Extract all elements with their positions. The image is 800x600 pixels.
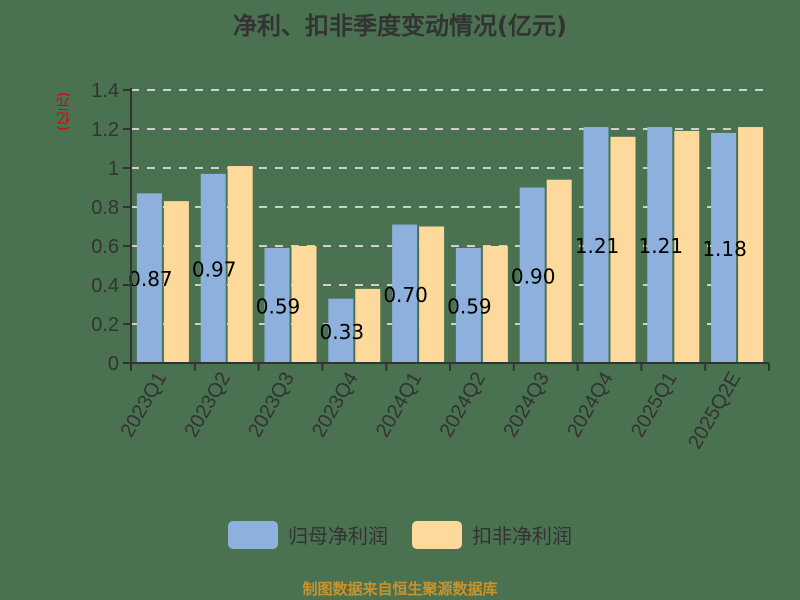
legend-swatch-deducted-profit	[412, 520, 462, 549]
x-tick-label: 2024Q1	[372, 369, 427, 442]
bar-net-profit	[328, 298, 354, 363]
x-tick-label: 2023Q3	[244, 369, 299, 442]
legend: 归母净利润 扣非净利润	[0, 520, 800, 549]
data-label: 0.90	[511, 264, 556, 288]
legend-item-deducted-profit[interactable]: 扣非净利润	[412, 520, 572, 549]
bar-net-profit	[647, 127, 673, 363]
source-footer: 制图数据来自恒生聚源数据库	[302, 580, 498, 598]
chart-title: 净利、扣非季度变动情况(亿元)	[233, 12, 567, 40]
x-tick-label: 2024Q2	[436, 369, 491, 442]
y-tick-label: 1	[108, 158, 119, 180]
y-tick-label: 0.4	[91, 275, 119, 297]
x-tick-label: 2024Q4	[563, 369, 618, 442]
legend-label-deducted-profit: 扣非净利润	[472, 524, 572, 548]
bar-net-profit	[711, 132, 737, 363]
x-tick-label: 2023Q1	[117, 369, 172, 442]
bar-net-profit	[200, 173, 226, 363]
x-tick-label: 2025Q2E	[684, 369, 745, 453]
legend-item-net-profit[interactable]: 归母净利润	[228, 520, 388, 549]
bar-net-profit	[583, 127, 609, 363]
data-label: 1.21	[575, 234, 620, 258]
bar-net-profit	[136, 193, 162, 363]
x-tick-label: 2024Q3	[499, 369, 554, 442]
bar-deducted-profit	[291, 246, 317, 363]
bar-deducted-profit	[610, 136, 636, 363]
bar-deducted-profit	[738, 127, 764, 363]
legend-swatch-net-profit	[228, 520, 278, 549]
x-tick-label: 2023Q2	[180, 369, 235, 442]
bar-deducted-profit	[227, 166, 253, 363]
data-label: 0.97	[192, 257, 237, 281]
data-label: 0.87	[128, 267, 173, 291]
y-tick-label: 0.6	[91, 236, 119, 258]
bar-deducted-profit	[419, 226, 445, 363]
bar-net-profit	[519, 187, 545, 363]
bar-net-profit	[264, 247, 290, 363]
bar-net-profit	[455, 247, 481, 363]
bar-deducted-profit	[355, 288, 381, 363]
data-label: 0.33	[320, 320, 365, 344]
legend-label-net-profit: 归母净利润	[288, 524, 388, 548]
y-tick-label: 1.2	[91, 119, 119, 141]
data-label: 0.59	[447, 294, 492, 318]
y-tick-label: 0	[108, 353, 119, 375]
x-tick-label: 2025Q1	[627, 369, 682, 442]
x-tick-label: 2023Q4	[308, 369, 363, 442]
data-label: 1.21	[639, 234, 684, 258]
data-label: 1.18	[702, 237, 747, 261]
bar-net-profit	[392, 224, 418, 363]
bar-deducted-profit	[546, 179, 572, 363]
bar-deducted-profit	[163, 201, 189, 363]
data-label: 0.59	[256, 294, 301, 318]
y-tick-label: 1.4	[91, 80, 119, 102]
bar-deducted-profit	[482, 246, 508, 363]
data-label: 0.70	[383, 283, 428, 307]
y-tick-label: 0.2	[91, 314, 119, 336]
bar-deducted-profit	[674, 130, 700, 363]
y-tick-label: 0.8	[91, 197, 119, 219]
